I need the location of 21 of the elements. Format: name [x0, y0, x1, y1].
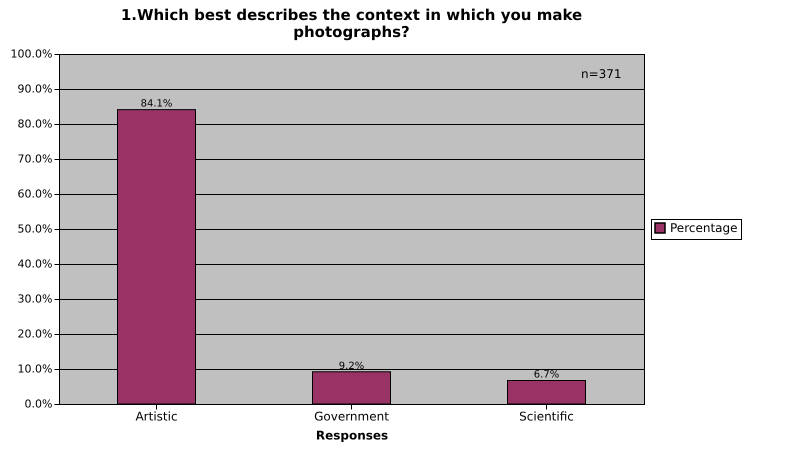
- y-tick-label: 30.0%: [18, 292, 52, 306]
- legend-label: Percentage: [670, 221, 738, 235]
- y-tick-label: 100.0%: [10, 48, 52, 60]
- x-tick-label: Government: [314, 410, 390, 424]
- chart-title: 1.Which best describes the context in which you make photographs?: [120, 6, 582, 41]
- data-label: 84.1%: [140, 98, 172, 110]
- x-tick-label: Scientific: [519, 410, 574, 424]
- y-tick-label: 50.0%: [18, 222, 52, 236]
- y-tick-label: 10.0%: [18, 362, 52, 376]
- y-tick-label: 20.0%: [18, 328, 52, 340]
- data-label: 9.2%: [338, 360, 364, 372]
- x-axis-title: Responses: [316, 428, 388, 442]
- y-tick-label: 70.0%: [18, 152, 52, 166]
- y-tick-label: 90.0%: [18, 82, 52, 96]
- y-tick-label: 80.0%: [18, 118, 52, 130]
- y-tick-label: 60.0%: [18, 188, 52, 200]
- data-label: 6.7%: [534, 370, 560, 381]
- y-tick-label: 40.0%: [18, 258, 52, 270]
- annotation: n=371: [581, 67, 622, 81]
- y-tick-label: 0.0%: [24, 398, 52, 410]
- x-tick-label: Artistic: [135, 410, 178, 424]
